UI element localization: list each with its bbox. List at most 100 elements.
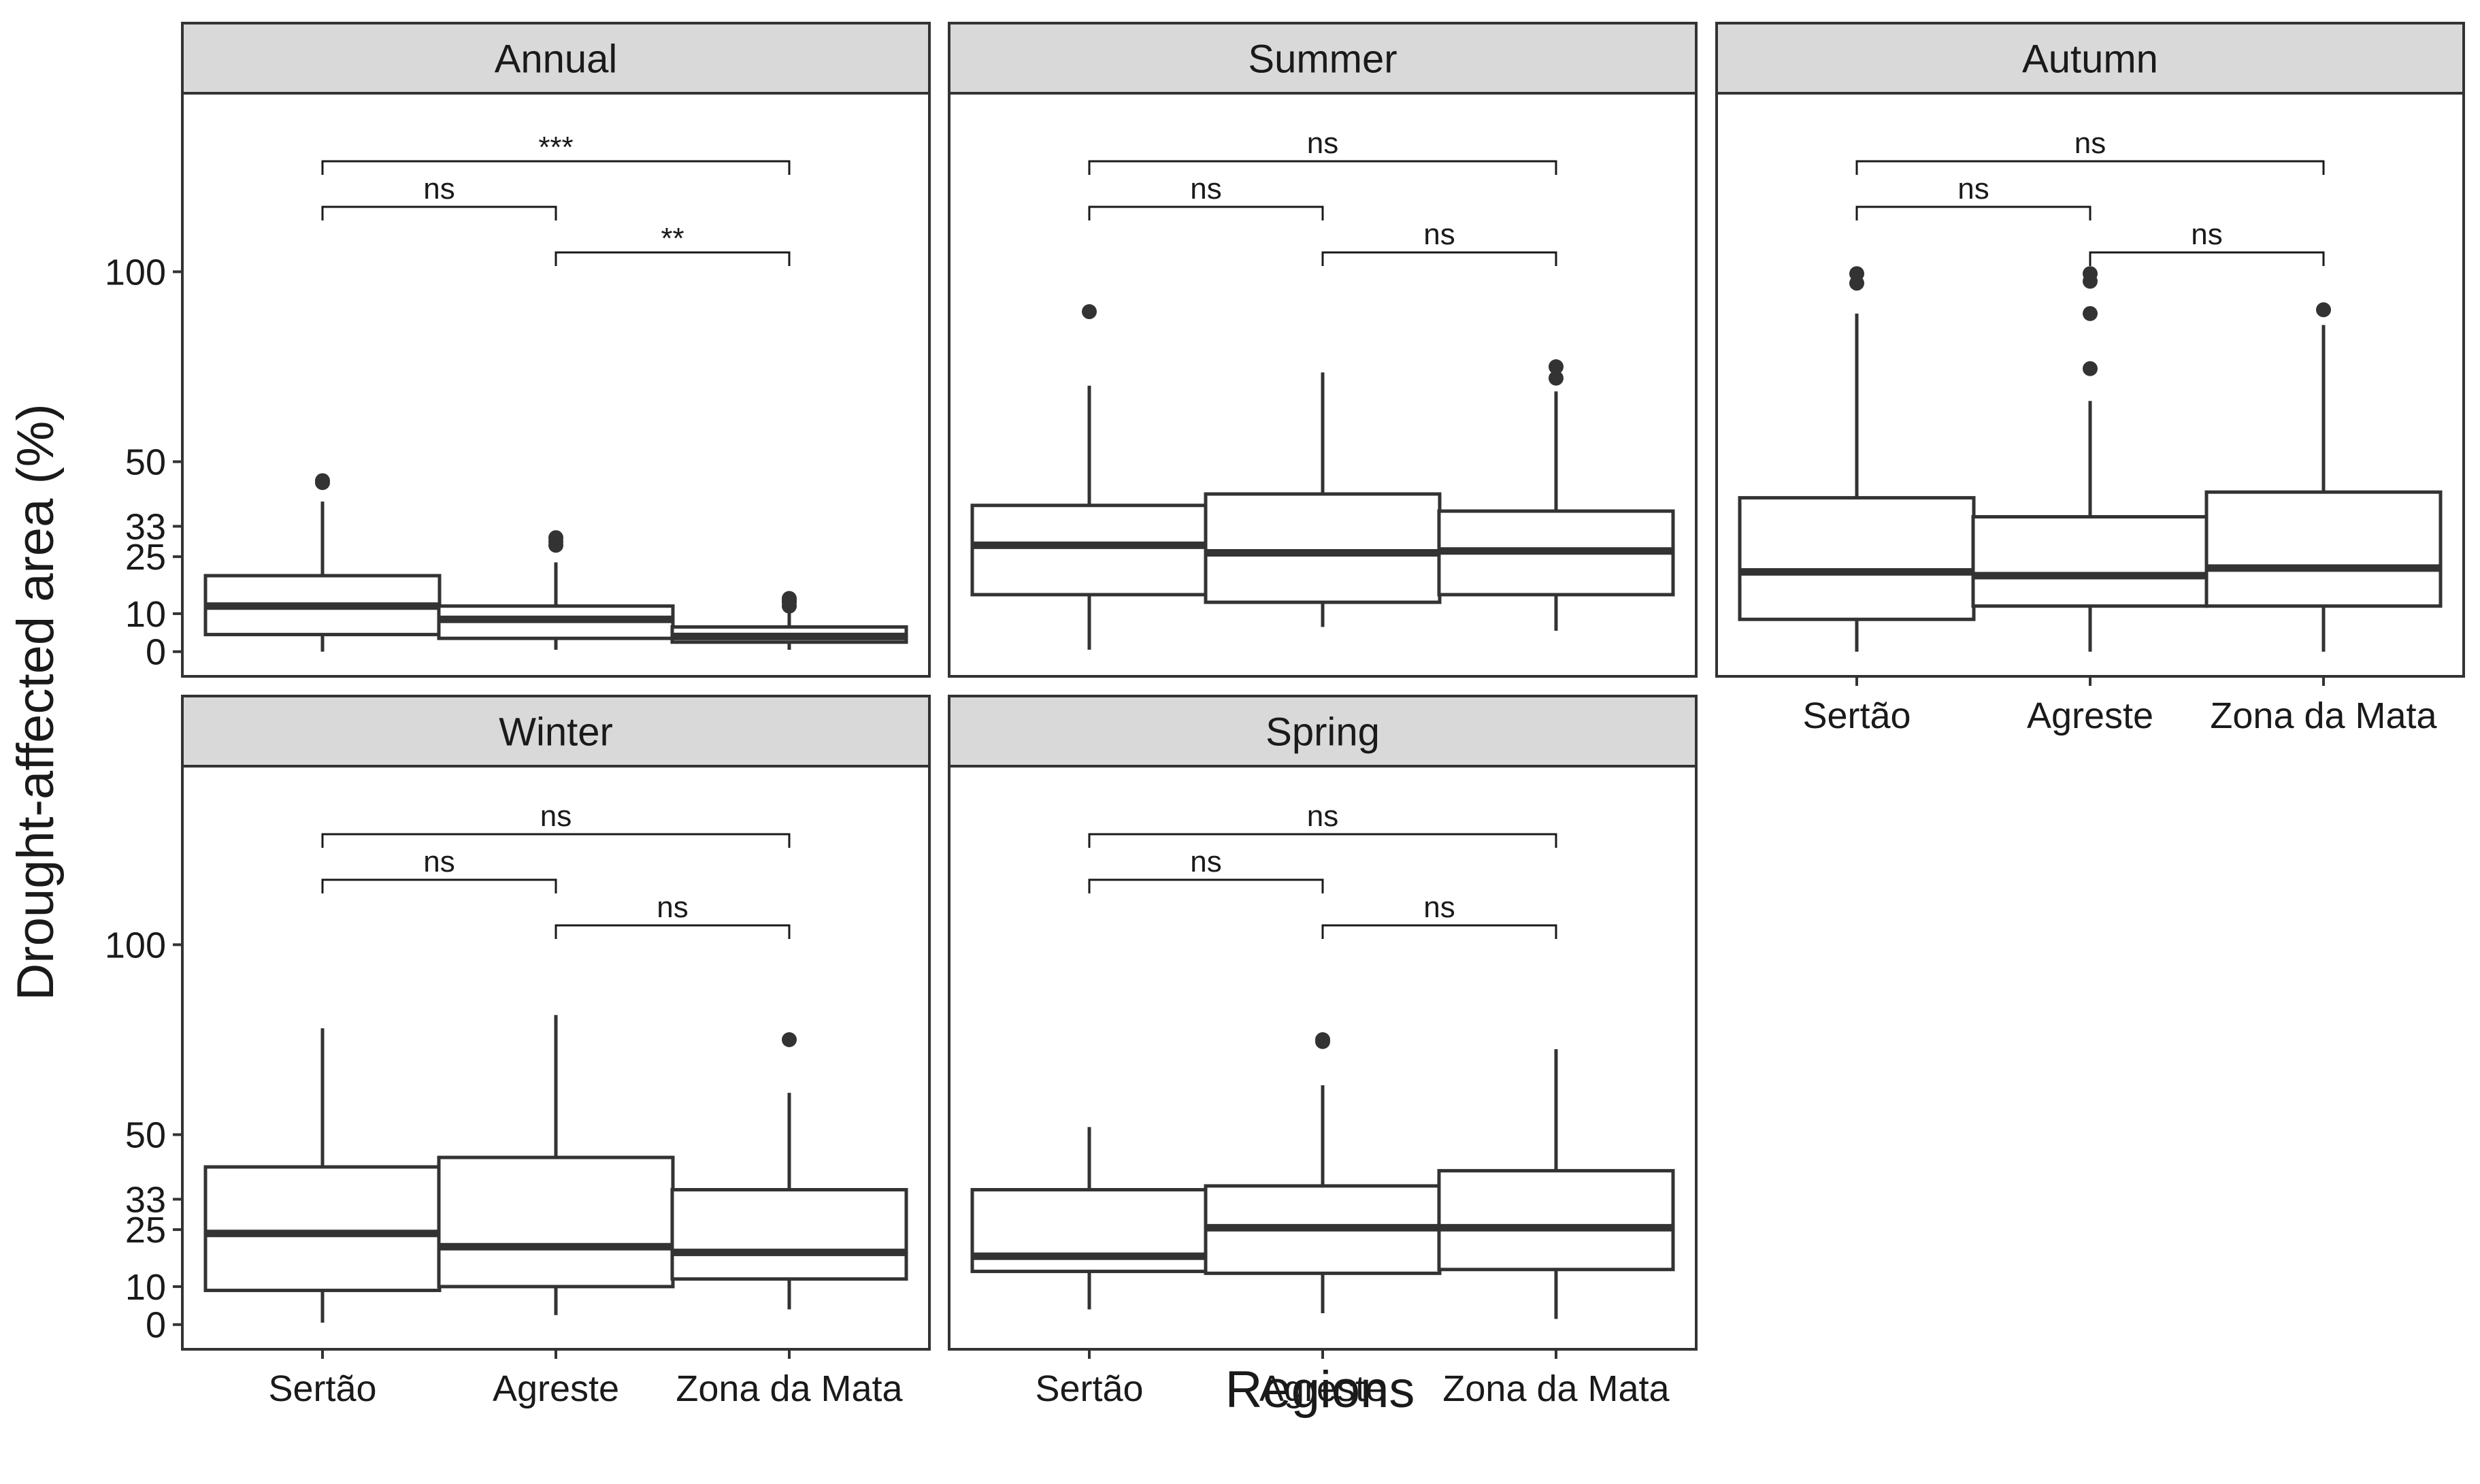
panel-spring: Spring Sertão Agreste Zona da Mata ns ns ns: [948, 695, 1698, 1409]
significance-label: ns: [540, 799, 572, 833]
panel-summer: Summer ns ns ns: [948, 22, 1698, 678]
box-sert-o: [970, 1127, 1208, 1310]
iqr-box: [203, 1165, 442, 1292]
iqr-box: [1437, 1169, 1675, 1272]
box-zona-da-mata: [1437, 1049, 1675, 1319]
y-tick-label: 33: [125, 1179, 166, 1220]
outlier-point: [2316, 302, 2331, 318]
significance-bracket: [1321, 924, 1557, 939]
significance-label: ns: [1423, 218, 1455, 251]
significance-bracket: [321, 833, 791, 848]
box-zona-da-mata: [1437, 359, 1675, 631]
y-tick-label: 100: [105, 925, 166, 966]
x-tick-label: Agreste: [2027, 695, 2153, 736]
significance-label: ns: [2191, 218, 2222, 251]
box-agreste: [1204, 1032, 1442, 1313]
significance-bracket: [555, 251, 791, 266]
significance-label: ns: [423, 172, 454, 205]
iqr-box: [670, 1188, 908, 1281]
outlier-point: [2083, 306, 2098, 321]
panel-strip: [948, 22, 1698, 95]
panel-title: Winter: [499, 710, 613, 755]
iqr-box: [2204, 490, 2443, 608]
box-zona-da-mata: [670, 591, 908, 650]
significance-label: ns: [1190, 172, 1221, 205]
significance-label: **: [661, 222, 684, 255]
y-tick-label: 0: [146, 632, 166, 673]
box-sert-o: [1738, 266, 1976, 652]
panel-autumn: Autumn Sertão Agreste Zona da Mata ns ns ns: [1715, 22, 2465, 736]
outlier-point: [1549, 359, 1564, 374]
y-tick-label: 10: [125, 1267, 166, 1308]
box-agreste: [437, 530, 675, 650]
outlier-point: [782, 591, 797, 606]
x-tick-label: Zona da Mata: [676, 1368, 903, 1409]
panel-strip: [948, 695, 1698, 768]
outlier-point: [1082, 304, 1097, 320]
box-sert-o: [203, 1028, 442, 1323]
panel-strip: [181, 22, 931, 95]
outlier-point: [1849, 266, 1864, 282]
significance-label: ns: [2074, 127, 2106, 160]
x-tick-label: Agreste: [493, 1368, 619, 1409]
outlier-point: [782, 1032, 797, 1047]
y-tick-label: 50: [125, 1115, 166, 1156]
y-tick-label: 25: [125, 1210, 166, 1251]
significance-bracket: [1088, 160, 1557, 175]
outlier-point: [1549, 370, 1564, 386]
y-tick-label: 0: [146, 1305, 166, 1346]
iqr-box: [1738, 496, 1976, 621]
y-tick-label: 25: [125, 537, 166, 578]
iqr-box: [1971, 515, 2209, 608]
y-tick-label: 50: [125, 442, 166, 483]
x-tick-label: Sertão: [1802, 695, 1911, 736]
x-tick-label: Sertão: [1035, 1368, 1143, 1409]
significance-bracket: [2089, 251, 2325, 266]
significance-bracket: [1855, 205, 2092, 220]
box-zona-da-mata: [670, 1032, 908, 1310]
box-agreste: [1971, 266, 2209, 652]
significance-bracket: [321, 205, 557, 220]
significance-bracket: [1321, 251, 1557, 266]
significance-bracket: [1088, 205, 1324, 220]
significance-label: ns: [1307, 799, 1338, 833]
significance-bracket: [555, 924, 791, 939]
significance-label: ns: [423, 845, 454, 878]
panel-title: Summer: [1248, 37, 1397, 82]
x-axis-title: Regions: [1225, 1361, 1415, 1419]
panel-title: Spring: [1266, 710, 1380, 755]
outlier-point: [2083, 361, 2098, 376]
significance-label: ns: [1423, 891, 1455, 924]
significance-bracket: [1088, 878, 1324, 893]
significance-bracket: [1855, 160, 2325, 175]
significance-label: ns: [1307, 127, 1338, 160]
outlier-point: [315, 473, 330, 489]
y-tick-label: 100: [105, 252, 166, 293]
panel-title: Autumn: [2022, 37, 2158, 82]
iqr-box: [1204, 492, 1442, 604]
box-sert-o: [970, 304, 1208, 650]
box-agreste: [1204, 372, 1442, 627]
y-tick-label: 33: [125, 506, 166, 547]
significance-label: ns: [657, 891, 688, 924]
outlier-point: [2083, 266, 2098, 282]
significance-label: ***: [538, 131, 573, 164]
x-tick-label: Sertão: [268, 1368, 376, 1409]
panel-strip: [181, 695, 931, 768]
significance-bracket: [321, 160, 791, 175]
x-tick-label: Zona da Mata: [1442, 1368, 1670, 1409]
outlier-point: [548, 530, 563, 546]
x-tick-label: Agreste: [1259, 1368, 1386, 1409]
x-tick-label: Zona da Mata: [2210, 695, 2437, 736]
iqr-box: [970, 504, 1208, 597]
significance-label: ns: [1190, 845, 1221, 878]
significance-bracket: [321, 878, 557, 893]
box-zona-da-mata: [2204, 302, 2443, 652]
significance-bracket: [1088, 833, 1557, 848]
iqr-box: [437, 1155, 675, 1289]
outlier-point: [1315, 1032, 1330, 1047]
panel-title: Annual: [495, 37, 618, 82]
